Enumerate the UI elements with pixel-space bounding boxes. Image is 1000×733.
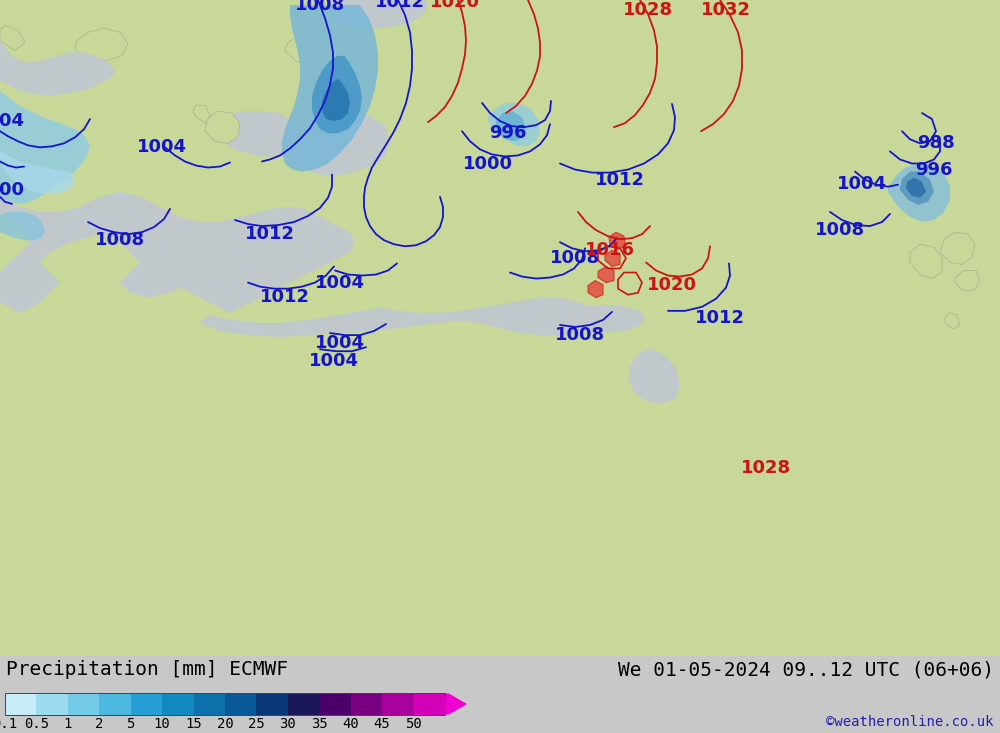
Polygon shape — [628, 348, 680, 404]
Polygon shape — [330, 0, 428, 29]
Text: 1004: 1004 — [315, 273, 365, 292]
Text: 1000: 1000 — [463, 155, 513, 172]
Text: 1012: 1012 — [595, 171, 645, 188]
Text: 1012: 1012 — [695, 309, 745, 327]
Polygon shape — [0, 91, 90, 204]
Polygon shape — [906, 177, 926, 198]
Text: 45: 45 — [374, 717, 391, 731]
Text: 30: 30 — [279, 717, 296, 731]
Text: 1004: 1004 — [137, 139, 187, 156]
Text: 1016: 1016 — [585, 241, 635, 259]
Polygon shape — [0, 25, 25, 51]
Polygon shape — [495, 111, 526, 141]
Polygon shape — [75, 29, 128, 61]
Text: 1000: 1000 — [0, 181, 25, 199]
Text: 1008: 1008 — [95, 231, 145, 249]
Text: 1020: 1020 — [430, 0, 480, 11]
Polygon shape — [945, 313, 960, 329]
Polygon shape — [955, 270, 980, 291]
Text: 1032: 1032 — [701, 1, 751, 19]
Polygon shape — [0, 0, 1000, 656]
Text: 40: 40 — [342, 717, 359, 731]
Text: 1008: 1008 — [815, 221, 865, 239]
Text: 1008: 1008 — [295, 0, 345, 14]
Text: 50: 50 — [405, 717, 422, 731]
Polygon shape — [0, 0, 115, 96]
Text: Precipitation [mm] ECMWF: Precipitation [mm] ECMWF — [6, 660, 288, 679]
Bar — [225, 693, 256, 715]
Polygon shape — [555, 305, 645, 333]
Polygon shape — [588, 281, 603, 298]
Text: 10: 10 — [154, 717, 171, 731]
Bar — [68, 693, 99, 715]
Text: 25: 25 — [248, 717, 265, 731]
Polygon shape — [940, 232, 975, 265]
Polygon shape — [0, 152, 75, 194]
Polygon shape — [910, 244, 942, 279]
Polygon shape — [605, 250, 620, 267]
Text: 15: 15 — [185, 717, 202, 731]
Bar — [5, 693, 36, 715]
Bar — [131, 693, 162, 715]
Bar — [414, 693, 445, 715]
Text: 0.5: 0.5 — [24, 717, 49, 731]
Polygon shape — [598, 267, 614, 283]
Text: 5: 5 — [127, 717, 135, 731]
Bar — [194, 693, 225, 715]
Text: 996: 996 — [915, 161, 953, 179]
Polygon shape — [488, 103, 540, 147]
Polygon shape — [193, 105, 210, 123]
Polygon shape — [218, 111, 300, 156]
Bar — [256, 693, 288, 715]
Polygon shape — [312, 56, 362, 133]
Bar — [288, 693, 319, 715]
Text: 1004: 1004 — [0, 112, 25, 130]
Text: 20: 20 — [217, 717, 233, 731]
Text: 1028: 1028 — [741, 460, 791, 477]
Text: 1004: 1004 — [309, 353, 359, 370]
Polygon shape — [322, 78, 350, 121]
Text: We 01-05-2024 09..12 UTC (06+06): We 01-05-2024 09..12 UTC (06+06) — [618, 660, 994, 679]
Polygon shape — [290, 111, 390, 177]
Bar — [5, 693, 445, 715]
Text: 1020: 1020 — [647, 276, 697, 294]
Polygon shape — [200, 298, 600, 337]
Text: 988: 988 — [917, 134, 955, 152]
Polygon shape — [285, 30, 360, 69]
Polygon shape — [282, 5, 378, 172]
Text: 1008: 1008 — [550, 249, 600, 268]
Bar — [99, 693, 131, 715]
Text: 1: 1 — [64, 717, 72, 731]
Text: 1012: 1012 — [375, 0, 425, 11]
Bar — [319, 693, 351, 715]
Polygon shape — [205, 111, 240, 144]
Polygon shape — [888, 163, 950, 222]
Polygon shape — [609, 232, 625, 249]
Text: ©weatheronline.co.uk: ©weatheronline.co.uk — [826, 715, 994, 729]
Text: 1004: 1004 — [837, 174, 887, 193]
FancyArrow shape — [445, 693, 467, 715]
Text: 1004: 1004 — [315, 334, 365, 352]
Bar — [36, 693, 68, 715]
Polygon shape — [0, 212, 45, 240]
Text: 35: 35 — [311, 717, 328, 731]
Polygon shape — [900, 172, 934, 205]
Text: 0.1: 0.1 — [0, 717, 18, 731]
Text: 1008: 1008 — [555, 326, 605, 344]
Bar — [351, 693, 382, 715]
Text: 1012: 1012 — [245, 225, 295, 243]
Bar — [162, 693, 194, 715]
Text: 2: 2 — [95, 717, 103, 731]
Text: 1012: 1012 — [260, 288, 310, 306]
Polygon shape — [0, 0, 355, 313]
Bar — [382, 693, 414, 715]
Text: 996: 996 — [489, 124, 527, 142]
Text: 1028: 1028 — [623, 1, 673, 19]
